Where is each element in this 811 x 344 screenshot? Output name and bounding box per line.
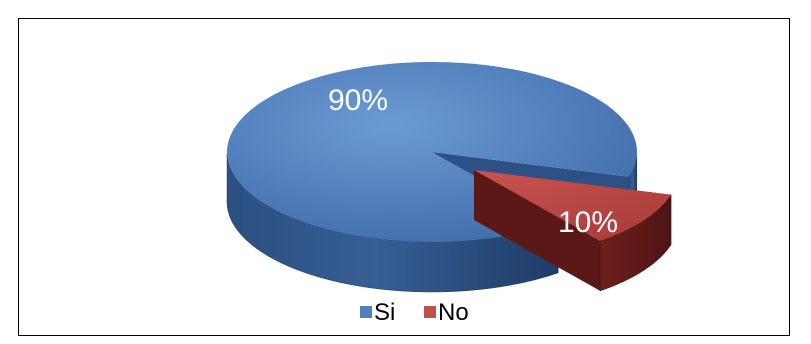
legend-swatch-no <box>424 306 436 318</box>
pie-slice-si-top <box>227 62 637 243</box>
legend-item-si: Si <box>360 299 395 326</box>
legend-swatch-si <box>360 306 372 318</box>
data-label-si: 90% <box>328 84 388 117</box>
pie-slice-no-top <box>474 170 672 241</box>
pie-slice-si-side <box>226 153 559 293</box>
legend-item-no: No <box>424 299 469 326</box>
data-label-no: 10% <box>558 206 618 239</box>
pie-slice-no-wall <box>474 170 601 291</box>
legend-label-no: No <box>438 299 469 326</box>
legend-label-si: Si <box>374 299 395 326</box>
pie-slice-no <box>474 170 672 292</box>
